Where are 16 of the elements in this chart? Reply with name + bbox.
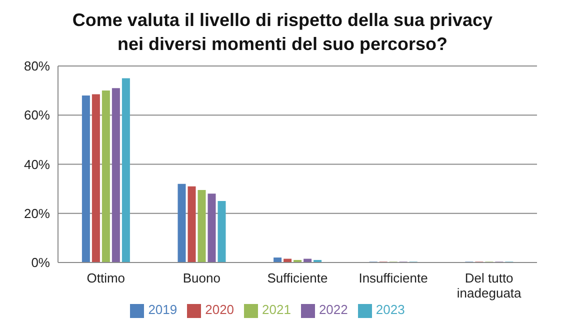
legend-label: 2019 [148, 302, 178, 318]
legend-label: 2022 [318, 302, 348, 318]
y-tick-label: 0% [31, 255, 50, 270]
x-tick-label: Buono [182, 270, 220, 286]
y-tick-label: 60% [24, 108, 50, 123]
x-tick-label: Sufficiente [267, 270, 328, 286]
x-tick-label: Del tutto inadeguata [456, 270, 522, 300]
chart-title: Come valuta il livello di rispetto della sua privacy nei diversi momenti del suo percorso? [71, 9, 494, 56]
legend-label: 2023 [376, 302, 405, 318]
legend-label: 2021 [262, 302, 291, 318]
x-tick-label: Insufficiente [358, 270, 428, 286]
legend-label: 2020 [205, 302, 234, 318]
y-tick-label: 20% [24, 206, 50, 221]
x-tick-label: Ottimo [86, 270, 126, 286]
y-tick-label: 80% [24, 58, 50, 74]
y-tick-label: 40% [24, 156, 50, 172]
